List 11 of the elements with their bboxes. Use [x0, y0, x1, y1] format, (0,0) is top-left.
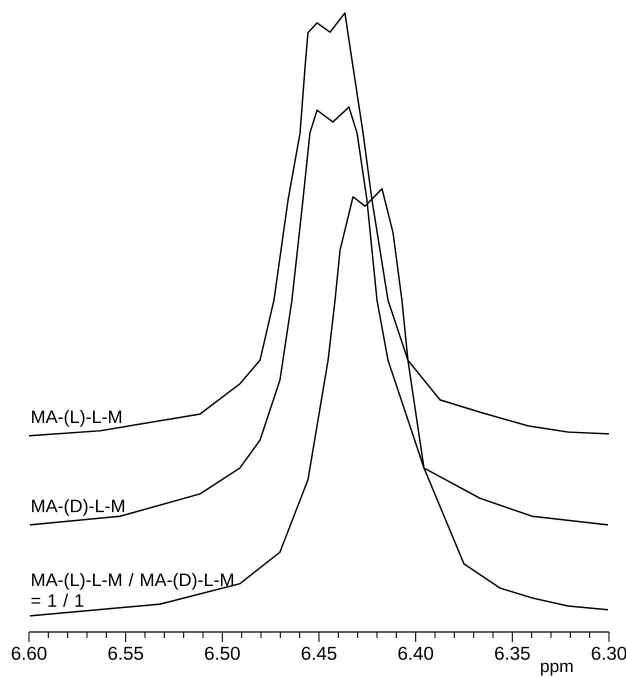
x-tick-label: 6.35 [495, 646, 530, 660]
x-axis-title: ppm [541, 662, 573, 676]
x-tick-label: 6.40 [398, 646, 434, 660]
series-label: MA-(L)-L-M [32, 410, 122, 427]
x-tick-label: 6.30 [592, 646, 626, 660]
x-tick-label: 6.55 [108, 646, 144, 660]
x-tick-label: 6.45 [302, 646, 336, 660]
series-label: MA-(D)-L-M [32, 499, 124, 516]
x-tick-label: 6.60 [12, 646, 46, 660]
x-tick-label: 6.50 [205, 646, 240, 660]
series-label: MA-(L)-L-M / MA-(D)-L-M = 1 / 1 [31, 572, 234, 607]
